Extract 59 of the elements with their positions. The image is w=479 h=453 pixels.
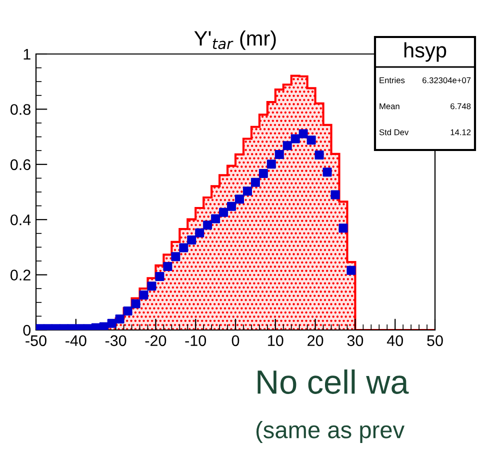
y-tick-label: 0.8 [10,104,30,115]
point [290,134,300,144]
y-tick-label: 1 [24,49,30,60]
point [227,202,236,211]
x-tick-label: 40 [386,335,403,346]
point [123,306,132,316]
point [234,194,244,204]
point [179,243,188,252]
point [274,150,284,159]
x-tick-label: -20 [145,335,166,346]
x-tick-label: -50 [26,335,46,346]
point [258,169,268,178]
point [99,322,108,330]
text: 14.12 [450,129,471,136]
x-tick-label: -30 [105,335,126,346]
point [211,214,220,224]
y-tick-label: 0.2 [10,270,30,280]
x-tick-label: 50 [427,335,443,346]
point [330,190,340,200]
point [131,299,140,308]
y-tick-label: 0.4 [10,214,31,226]
y-tick-label: 0.6 [10,159,30,170]
text: (same as prev [256,420,405,444]
x-tick-label: 10 [268,335,284,346]
point [306,136,316,145]
annotation: hsyp [404,42,446,62]
point [163,262,172,272]
point [314,150,324,160]
x-tick-label: 30 [347,335,364,346]
point [266,160,276,169]
text: No cell wa [258,369,409,394]
point [250,178,260,187]
x-tick-label: -10 [185,335,206,346]
point [203,220,212,230]
point [338,224,348,233]
y-tick-label: 0 [23,324,31,336]
point [298,129,308,138]
point [322,168,332,177]
point [242,186,252,196]
chart-title: Y'$_{tar}$ (mr) [194,30,276,50]
point [107,318,116,328]
point [147,282,156,291]
annotation: Mean [380,103,400,110]
x-tick-label: 0 [232,335,240,346]
point [219,208,228,217]
annotation: Entries [380,77,405,84]
annotation: 6.32304e+07 [422,77,471,84]
point [195,228,204,238]
point [346,266,356,275]
x-tick-label: -40 [66,335,86,346]
annotation: Std Dev [379,129,409,136]
point [171,252,180,262]
x-tick-label: 20 [308,335,324,346]
point [187,236,196,245]
point [139,290,148,300]
point [282,141,292,150]
text: 6.748 [450,103,471,110]
point [115,314,124,324]
point [155,272,164,281]
